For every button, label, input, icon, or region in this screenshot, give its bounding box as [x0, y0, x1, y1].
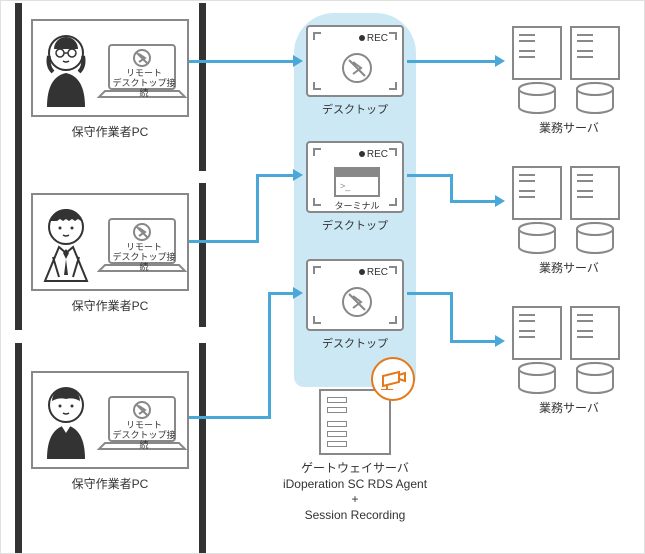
gateway-label: ゲートウェイサーバiDoperation SC RDS Agent+Sessio… [269, 461, 441, 523]
gateway-server [319, 389, 391, 455]
arrow [450, 200, 495, 203]
diagram-canvas: リモートデスクトップ接続 保守作業者PC リモートデスクトップ接続 保守作業者P… [0, 0, 645, 554]
worker-box: リモートデスクトップ接続 [31, 371, 189, 469]
circle-arrow-icon [340, 51, 374, 85]
camera-icon [371, 357, 415, 401]
wall-bar [199, 343, 206, 553]
laptop-label: リモートデスクトップ接続 [111, 421, 177, 451]
worker-label: 保守作業者PC [31, 297, 189, 314]
wall-bar [199, 3, 206, 171]
terminal-label: ターミナル [334, 199, 380, 212]
worker-label: 保守作業者PC [31, 475, 189, 492]
rec-label: REC [359, 267, 388, 278]
desktop-card: REC [306, 25, 404, 97]
worker-label: 保守作業者PC [31, 123, 189, 140]
arrow [268, 293, 271, 419]
arrow [189, 60, 293, 63]
wall-bar [15, 343, 22, 553]
desktop-card: REC [306, 259, 404, 331]
server-group [509, 23, 629, 119]
arrow-head [293, 287, 303, 299]
arrow [407, 174, 453, 177]
arrow-head [495, 55, 505, 67]
desktop-label: デスクトップ [306, 217, 404, 233]
arrow [256, 174, 293, 177]
arrow-head [293, 169, 303, 181]
person-icon [39, 205, 93, 285]
arrow [450, 340, 495, 343]
terminal-icon: >_ [334, 167, 380, 197]
server-label: 業務サーバ [509, 119, 629, 136]
arrow [407, 292, 453, 295]
rec-label: REC [359, 33, 388, 44]
arrow [407, 60, 495, 63]
server-label: 業務サーバ [509, 259, 629, 276]
server-group [509, 163, 629, 259]
arrow [268, 292, 293, 295]
desktop-label: デスクトップ [306, 335, 404, 351]
desktop-label: デスクトップ [306, 101, 404, 117]
wall-bar [199, 183, 206, 327]
laptop-label: リモートデスクトップ接続 [111, 243, 177, 273]
worker-box: リモートデスクトップ接続 [31, 19, 189, 117]
wall-bar [15, 3, 22, 330]
arrow-head [293, 55, 303, 67]
desktop-card: REC >_ ターミナル [306, 141, 404, 213]
arrow [450, 174, 453, 201]
arrow [256, 175, 259, 243]
person-icon [39, 383, 93, 463]
person-icon [39, 31, 93, 111]
worker-box: リモートデスクトップ接続 [31, 193, 189, 291]
arrow-head [495, 195, 505, 207]
server-group [509, 303, 629, 399]
rec-label: REC [359, 149, 388, 160]
arrow [189, 416, 271, 419]
arrow-head [495, 335, 505, 347]
circle-arrow-icon [340, 285, 374, 319]
server-label: 業務サーバ [509, 399, 629, 416]
laptop-label: リモートデスクトップ接続 [111, 69, 177, 99]
arrow [450, 292, 453, 341]
arrow [189, 240, 259, 243]
